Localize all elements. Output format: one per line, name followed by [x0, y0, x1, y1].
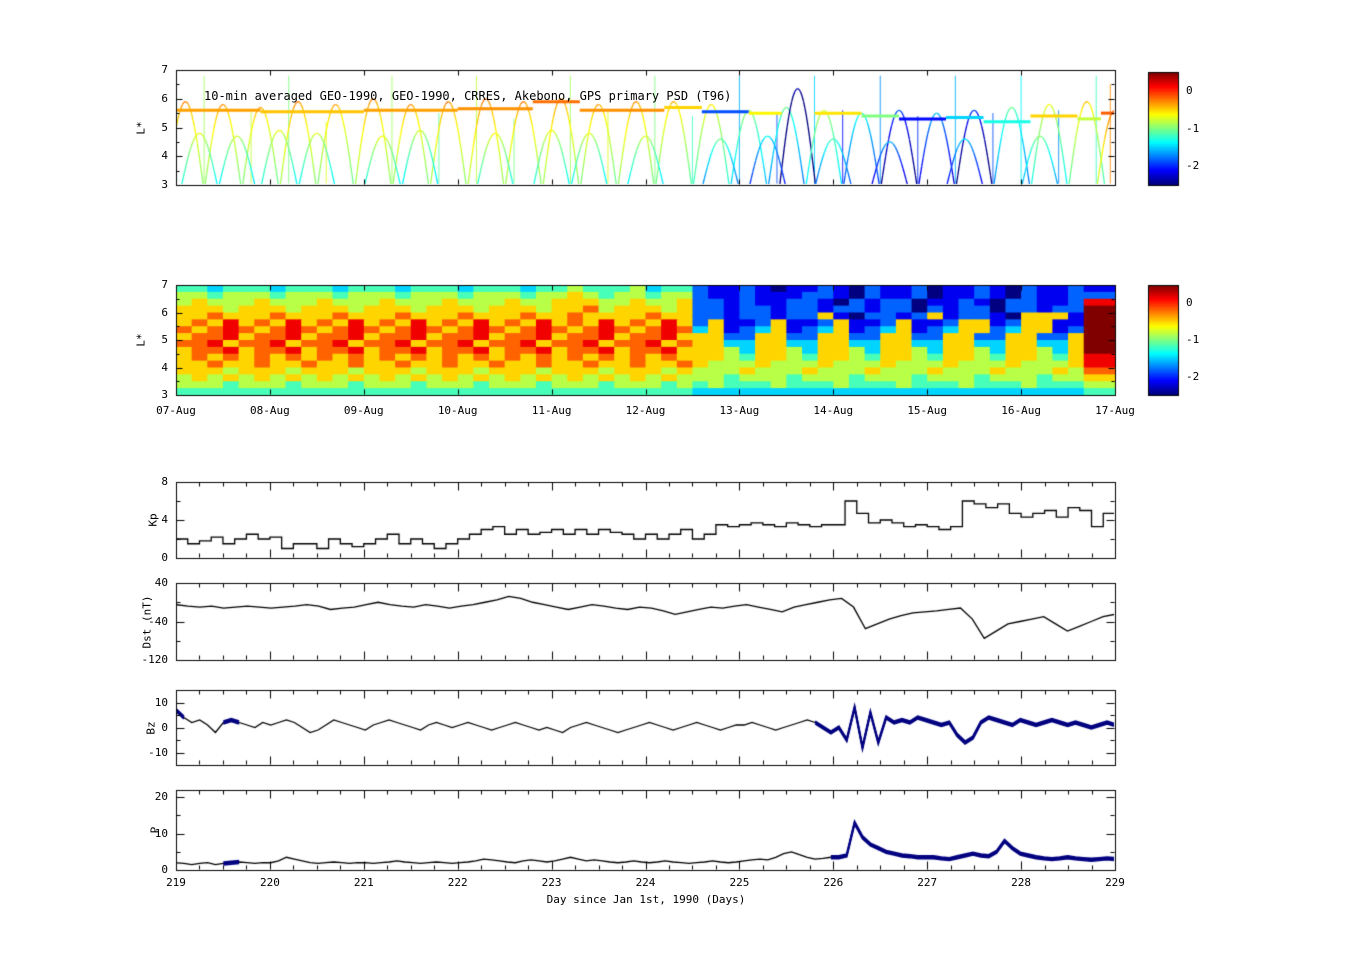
- tick-label: 226: [823, 876, 844, 889]
- tick-label: -10: [148, 745, 168, 759]
- tick-label: -120: [141, 653, 169, 666]
- psd-title: 10-min averaged GEO-1990, GEO-1990, CRRE…: [204, 89, 732, 103]
- tick-label: 40: [154, 576, 168, 589]
- tick-label: 17-Aug: [1095, 404, 1135, 417]
- tick-label: 13-Aug: [719, 404, 760, 417]
- tick-label: 225: [729, 876, 750, 889]
- tick-label: 14-Aug: [813, 404, 854, 417]
- tick-label: 227: [917, 876, 938, 889]
- tick-label: 6: [161, 91, 168, 105]
- tick-label: 0: [1186, 296, 1193, 310]
- tick-label: 4: [161, 360, 168, 374]
- tick-label: 223: [541, 876, 562, 889]
- x-axis-label: Day since Jan 1st, 1990 (Days): [546, 893, 746, 906]
- tick-label: 11-Aug: [531, 404, 572, 417]
- tick-label: -1: [1186, 121, 1200, 135]
- tick-label: -2: [1186, 369, 1200, 383]
- tick-label: 7: [161, 63, 168, 76]
- tick-label: 0: [161, 720, 168, 734]
- tick-label: 4: [161, 149, 168, 163]
- tick-label: 3: [161, 388, 168, 401]
- tick-label: 10: [154, 695, 168, 709]
- tick-label: 6: [161, 305, 168, 319]
- tick-label: 10: [154, 826, 168, 840]
- tick-label: 7: [161, 278, 168, 291]
- tick-label: -1: [1186, 333, 1200, 346]
- tick-label: -40: [148, 614, 168, 628]
- tick-label: 0: [161, 551, 168, 564]
- tick-label: 8: [161, 475, 168, 488]
- tick-label: 08-Aug: [250, 404, 290, 417]
- tick-label: 09-Aug: [343, 404, 384, 417]
- tick-label: 224: [635, 876, 656, 889]
- tick-label: 220: [259, 876, 280, 889]
- tick-label: 228: [1011, 876, 1032, 889]
- tick-label: 15-Aug: [907, 404, 948, 417]
- tick-label: 219: [166, 876, 186, 889]
- tick-label: 5: [161, 120, 168, 134]
- tick-label: -2: [1186, 159, 1200, 173]
- tick-label: 07-Aug: [156, 404, 196, 417]
- tick-label: 10-Aug: [437, 404, 478, 417]
- tick-label: 0: [161, 863, 168, 876]
- tick-label: 0: [1186, 83, 1193, 97]
- tick-label: 5: [161, 333, 168, 346]
- tick-label: 4: [161, 513, 168, 526]
- tick-label: 222: [447, 876, 468, 889]
- tick-label: 12-Aug: [625, 404, 666, 417]
- tick-label: 20: [154, 790, 168, 804]
- tick-label: 3: [161, 178, 168, 191]
- tick-label: 229: [1105, 876, 1125, 889]
- tick-label: 221: [353, 876, 374, 889]
- tick-label: 16-Aug: [1001, 404, 1041, 417]
